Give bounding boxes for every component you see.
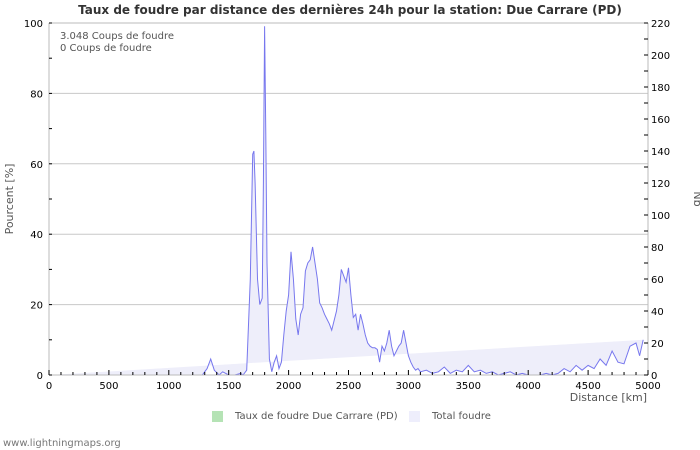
legend-label: Total foudre bbox=[432, 411, 491, 422]
y-right-tick-label: 220 bbox=[651, 19, 670, 30]
legend-label: Taux de foudre Due Carrare (PD) bbox=[235, 411, 398, 422]
y-right-tick-label: 180 bbox=[651, 83, 670, 94]
y-right-tick-label: 0 bbox=[651, 371, 657, 382]
axes: 0204060801000204060801001201401601802002… bbox=[24, 19, 670, 392]
y-left-tick-label: 60 bbox=[30, 160, 43, 171]
info-strikes-total: 3.048 Coups de foudre bbox=[60, 31, 174, 42]
y-right-tick-label: 160 bbox=[651, 115, 670, 126]
y-right-tick-label: 60 bbox=[651, 275, 664, 286]
legend-swatch-lavender bbox=[409, 411, 420, 422]
y-right-tick-label: 40 bbox=[651, 307, 664, 318]
legend-swatch-green bbox=[212, 411, 223, 422]
y-axis-right-title: Nb bbox=[691, 191, 700, 206]
legend-item-total-foudre: Total foudre bbox=[409, 411, 491, 422]
chart-title: Taux de foudre par distance des dernière… bbox=[78, 3, 622, 17]
x-tick-label: 500 bbox=[99, 381, 118, 392]
x-tick-label: 0 bbox=[46, 381, 52, 392]
x-tick-label: 4500 bbox=[575, 381, 600, 392]
grid-lines bbox=[49, 22, 648, 306]
total-foudre-area bbox=[49, 26, 644, 375]
x-tick-label: 1000 bbox=[156, 381, 181, 392]
legend-item-taux-de-foudre: Taux de foudre Due Carrare (PD) bbox=[212, 411, 398, 422]
y-right-tick-label: 80 bbox=[651, 243, 664, 254]
y-right-tick-label: 200 bbox=[651, 51, 670, 62]
y-left-tick-label: 40 bbox=[30, 230, 43, 241]
x-tick-label: 2000 bbox=[276, 381, 301, 392]
x-tick-label: 2500 bbox=[336, 381, 361, 392]
y-right-tick-label: 140 bbox=[651, 147, 670, 158]
footer-source: www.lightningmaps.org bbox=[3, 438, 121, 449]
x-tick-label: 5000 bbox=[635, 381, 660, 392]
x-tick-label: 3500 bbox=[456, 381, 481, 392]
y-right-tick-label: 20 bbox=[651, 339, 664, 350]
total-foudre-line bbox=[49, 26, 644, 376]
y-right-tick-label: 120 bbox=[651, 179, 670, 190]
x-axis-title: Distance [km] bbox=[570, 391, 647, 404]
y-right-tick-label: 100 bbox=[651, 211, 670, 222]
x-tick-label: 4000 bbox=[515, 381, 540, 392]
y-left-tick-label: 0 bbox=[37, 371, 43, 382]
x-tick-label: 3000 bbox=[396, 381, 421, 392]
y-left-tick-label: 80 bbox=[30, 89, 43, 100]
y-axis-left-title: Pourcent [%] bbox=[3, 164, 16, 235]
x-tick-label: 1500 bbox=[216, 381, 241, 392]
info-strikes-station: 0 Coups de foudre bbox=[60, 43, 152, 54]
y-left-tick-label: 100 bbox=[24, 19, 43, 30]
y-left-tick-label: 20 bbox=[30, 301, 43, 312]
